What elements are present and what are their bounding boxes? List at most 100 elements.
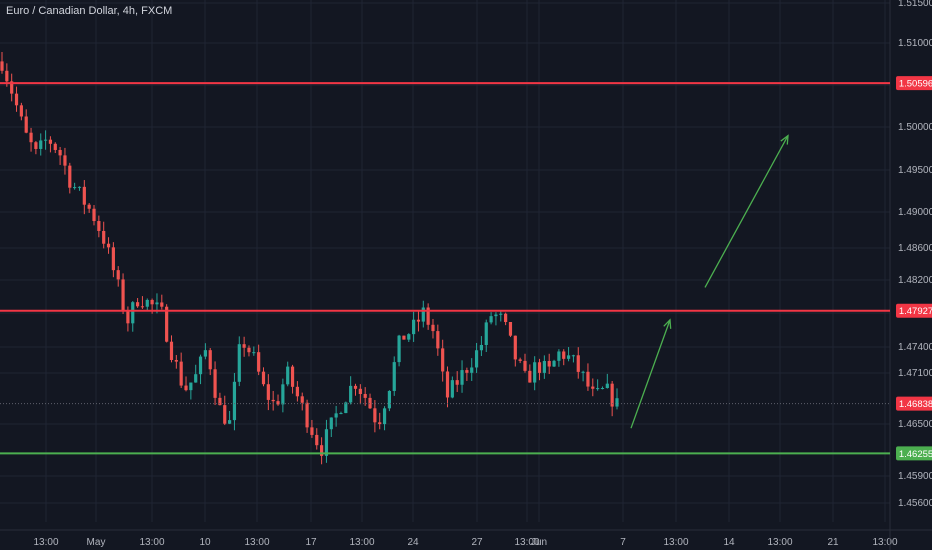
candle-body — [106, 243, 111, 248]
y-tick-label: 1.49000 — [898, 207, 932, 218]
candle-body — [479, 344, 484, 351]
candle-body — [571, 355, 576, 357]
price-label-text: 1.50596 — [899, 79, 932, 90]
candle-body — [126, 310, 130, 324]
candle-body — [474, 350, 479, 368]
candle-body — [329, 417, 333, 430]
candle-body — [300, 396, 304, 403]
candle-body — [557, 351, 561, 361]
candle-body — [184, 385, 188, 391]
x-tick-label: 27 — [471, 537, 483, 548]
candle-body — [208, 350, 212, 370]
x-tick-label: 13:00 — [244, 537, 269, 548]
candle-body — [518, 359, 522, 361]
candle-body — [34, 142, 38, 149]
candle-body — [116, 270, 120, 280]
candle-body — [286, 366, 290, 385]
y-tick-label: 1.51500 — [898, 0, 932, 9]
x-tick-label: 21 — [827, 537, 839, 548]
candle-body — [82, 186, 86, 205]
candle-body — [145, 299, 149, 307]
candle-body — [198, 356, 203, 375]
candle-body — [320, 445, 324, 456]
candle-body — [257, 352, 261, 372]
candle-body — [218, 397, 222, 406]
candle-body — [421, 307, 425, 322]
price-label-text: 1.47927 — [899, 306, 932, 317]
price-label-text: 1.46255 — [899, 449, 932, 460]
projection-arrow-line[interactable] — [704, 135, 789, 288]
candle-body — [513, 335, 517, 360]
x-tick-label: 13:00 — [349, 537, 374, 548]
y-tick-label: 1.46500 — [898, 419, 932, 430]
candle-body — [194, 374, 198, 383]
candle-body — [596, 388, 600, 390]
candle-body — [484, 322, 488, 345]
candle-body — [339, 413, 343, 415]
candle-body — [537, 362, 542, 373]
candle-body — [19, 105, 23, 117]
candle-body — [586, 371, 590, 387]
candle-body — [542, 360, 546, 373]
y-tick-label: 1.45900 — [898, 471, 932, 482]
price-label-tag — [896, 446, 932, 461]
candle-body — [436, 331, 440, 349]
candle-body — [131, 302, 135, 324]
candle-body — [441, 348, 445, 372]
candle-body — [353, 385, 358, 389]
candle-body — [349, 385, 353, 403]
candle-body — [252, 352, 256, 354]
y-tick-label: 1.51000 — [898, 38, 932, 49]
candle-body — [460, 370, 464, 385]
candle-body — [237, 344, 241, 382]
candle-body — [63, 155, 67, 166]
candle-body — [445, 371, 450, 398]
candle-body — [223, 405, 227, 424]
y-tick-label: 1.48600 — [898, 243, 932, 254]
x-tick-label: 10 — [199, 537, 211, 548]
candle-body — [169, 341, 174, 360]
candle-body — [566, 355, 571, 359]
candle-body — [552, 360, 556, 367]
symbol-title: Euro / Canadian Dollar, 4h, FXCM — [6, 5, 173, 17]
price-label-tag — [896, 396, 932, 411]
candle-body — [533, 362, 537, 383]
candle-body — [213, 369, 217, 398]
candle-body — [77, 186, 82, 188]
projection-arrow-head — [780, 134, 789, 145]
candle-body — [504, 313, 508, 322]
candle-body — [53, 143, 57, 150]
candle-body — [48, 139, 53, 144]
candle-body — [465, 370, 469, 373]
x-tick-label: 13:00 — [767, 537, 792, 548]
candle-body — [407, 334, 411, 340]
candle-body — [387, 390, 392, 409]
candle-body — [24, 116, 28, 133]
candle-body — [431, 324, 435, 332]
projection-arrow-head — [663, 318, 672, 329]
x-tick-label: 17 — [305, 537, 317, 548]
candle-body — [358, 388, 362, 395]
projection-arrow-line[interactable] — [630, 319, 671, 429]
candle-body — [290, 366, 295, 387]
x-tick-label: May — [87, 537, 106, 548]
candle-body — [378, 422, 382, 425]
candle-body — [150, 299, 154, 305]
candle-body — [179, 361, 183, 386]
y-tick-label: 1.45600 — [898, 498, 932, 509]
candle-body — [562, 351, 566, 359]
candle-body — [528, 370, 532, 383]
candle-body — [165, 306, 169, 342]
candle-body — [397, 335, 401, 363]
candle-body — [494, 314, 498, 317]
candle-body — [576, 355, 580, 372]
candle-body — [92, 208, 96, 222]
candle-body — [58, 149, 62, 156]
candle-body — [140, 306, 145, 308]
candle-body — [382, 408, 387, 425]
candle-body — [455, 380, 459, 385]
candle-body — [373, 408, 377, 423]
candle-body — [0, 61, 4, 71]
